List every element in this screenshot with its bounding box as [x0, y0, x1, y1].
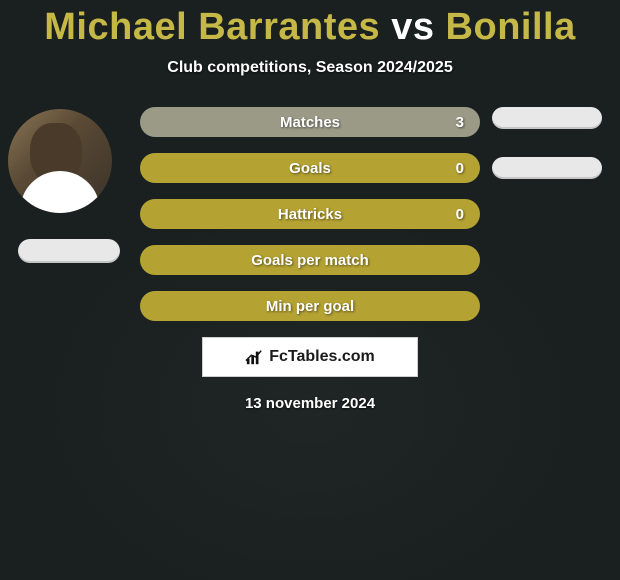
stat-label: Min per goal — [266, 298, 354, 315]
title-player2: Bonilla — [446, 6, 576, 48]
date-line: 13 november 2024 — [0, 395, 620, 412]
stat-row-goals-per-match: Goals per match — [140, 245, 480, 275]
content-area: Matches 3 Goals 0 Hattricks 0 Goals per … — [0, 107, 620, 412]
title-player1: Michael Barrantes — [44, 6, 380, 48]
brand-box[interactable]: FcTables.com — [202, 337, 418, 377]
player1-avatar — [8, 109, 112, 213]
page-title: Michael Barrantes vs Bonilla — [0, 0, 620, 49]
stat-label: Goals — [289, 160, 331, 177]
player2-pill-2 — [492, 157, 602, 179]
stat-row-hattricks: Hattricks 0 — [140, 199, 480, 229]
player2-pill-1 — [492, 107, 602, 129]
stat-value: 0 — [456, 160, 464, 177]
stat-label: Hattricks — [278, 206, 342, 223]
stat-value: 3 — [456, 114, 464, 131]
stat-row-matches: Matches 3 — [140, 107, 480, 137]
stat-row-goals: Goals 0 — [140, 153, 480, 183]
player2-pill-group — [492, 107, 602, 207]
stat-rows: Matches 3 Goals 0 Hattricks 0 Goals per … — [140, 107, 480, 321]
brand-text: FcTables.com — [269, 348, 375, 366]
stat-label: Matches — [280, 114, 340, 131]
subtitle: Club competitions, Season 2024/2025 — [0, 59, 620, 77]
player1-name-pill — [18, 239, 120, 263]
stat-row-min-per-goal: Min per goal — [140, 291, 480, 321]
bar-chart-icon — [245, 348, 263, 366]
stat-label: Goals per match — [251, 252, 369, 269]
stat-value: 0 — [456, 206, 464, 223]
title-vs: vs — [391, 6, 434, 48]
